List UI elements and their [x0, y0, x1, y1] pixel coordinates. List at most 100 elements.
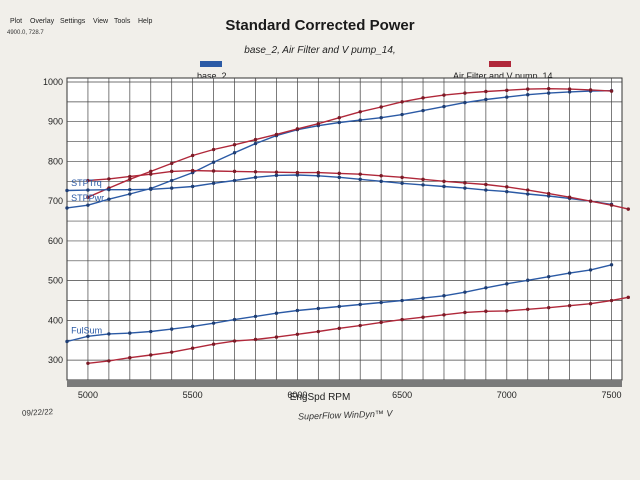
menu-item-overlay[interactable]: Overlay [30, 18, 55, 25]
data-point [463, 91, 467, 95]
data-point [253, 141, 258, 146]
data-point [316, 121, 321, 126]
data-point [149, 187, 153, 191]
data-point [484, 188, 488, 192]
data-point [190, 153, 195, 158]
data-point [211, 181, 216, 186]
data-point [232, 317, 237, 322]
data-point [107, 187, 111, 192]
y-tick-label: 900 [48, 117, 63, 127]
data-point [463, 310, 467, 315]
data-point [546, 87, 551, 91]
data-point [232, 151, 237, 155]
data-point [358, 172, 362, 176]
menu-item-help[interactable]: Help [138, 18, 153, 25]
data-point [253, 314, 258, 319]
data-point [107, 359, 111, 363]
data-point [546, 191, 551, 196]
data-point [128, 356, 132, 360]
data-point [190, 346, 195, 350]
data-point [170, 186, 174, 190]
menu-item-plot[interactable]: Plot [10, 18, 23, 25]
data-point [274, 335, 279, 339]
data-point [484, 89, 488, 94]
data-point [232, 169, 237, 174]
data-point [421, 96, 425, 100]
data-point [400, 298, 404, 303]
y-tick-label: 700 [48, 196, 63, 206]
data-point [211, 321, 216, 325]
data-point [379, 320, 383, 325]
data-point [567, 90, 572, 94]
data-point [295, 170, 300, 175]
data-point [253, 337, 258, 342]
y-tick-label: 600 [48, 236, 63, 246]
curve-label: STPPwr [71, 193, 104, 203]
data-point [65, 188, 69, 193]
data-point [526, 307, 530, 311]
legend-label-pump: Air Filter and V pump_14 [453, 71, 553, 81]
data-point [337, 171, 341, 176]
series-line-stppwr-pump [87, 87, 612, 198]
data-point [463, 186, 467, 190]
data-point [505, 189, 509, 194]
data-point [149, 172, 153, 176]
y-tick-label: 500 [48, 276, 63, 286]
data-point [546, 274, 551, 279]
data-point [463, 290, 467, 294]
data-point [442, 104, 446, 109]
data-point [128, 174, 132, 179]
data-point [400, 317, 404, 322]
menu-item-settings[interactable]: Settings [60, 18, 86, 25]
data-point [421, 183, 425, 187]
data-point [86, 334, 90, 338]
x-tick-label: 5500 [183, 390, 203, 400]
data-point [463, 100, 467, 105]
data-point [421, 315, 425, 319]
data-point [400, 175, 404, 180]
data-point [295, 127, 300, 131]
data-point [526, 87, 530, 91]
data-point [86, 203, 90, 207]
y-tick-label: 300 [48, 355, 63, 365]
data-point [442, 294, 446, 298]
x-tick-label: 5000 [78, 390, 98, 400]
data-point [149, 329, 153, 334]
y-tick-label: 400 [48, 315, 63, 325]
data-point [337, 116, 341, 120]
data-point [253, 137, 258, 142]
data-point [505, 185, 509, 189]
data-point [128, 192, 132, 196]
data-point [609, 89, 614, 93]
chart-title: Standard Corrected Power [225, 17, 415, 34]
data-point [253, 175, 258, 180]
menu-item-view[interactable]: View [93, 18, 109, 25]
data-point [274, 173, 279, 178]
data-point [421, 108, 425, 113]
data-point [316, 170, 321, 175]
data-point [170, 327, 174, 331]
data-point [442, 93, 446, 97]
data-point [546, 91, 551, 95]
data-point [588, 268, 593, 272]
data-point [400, 100, 404, 104]
y-tick-label: 1000 [43, 77, 63, 87]
data-point [484, 97, 488, 102]
data-point [274, 170, 279, 174]
data-point [170, 161, 174, 166]
legend-label-base: base_2 [197, 71, 227, 81]
data-point [484, 309, 488, 313]
x-tick-label: 7000 [497, 390, 517, 400]
curve-label: STPTrq [71, 178, 102, 188]
data-point [484, 286, 488, 290]
data-point [379, 105, 383, 109]
data-point [546, 194, 551, 198]
data-point [295, 308, 300, 313]
data-point [65, 339, 69, 344]
x-axis-label: EngSpd RPM [289, 392, 351, 403]
data-point [442, 179, 446, 184]
footer-date: 09/22/22 [21, 407, 54, 418]
data-point [567, 271, 572, 275]
data-point [149, 353, 153, 357]
menu-item-tools[interactable]: Tools [114, 18, 131, 25]
